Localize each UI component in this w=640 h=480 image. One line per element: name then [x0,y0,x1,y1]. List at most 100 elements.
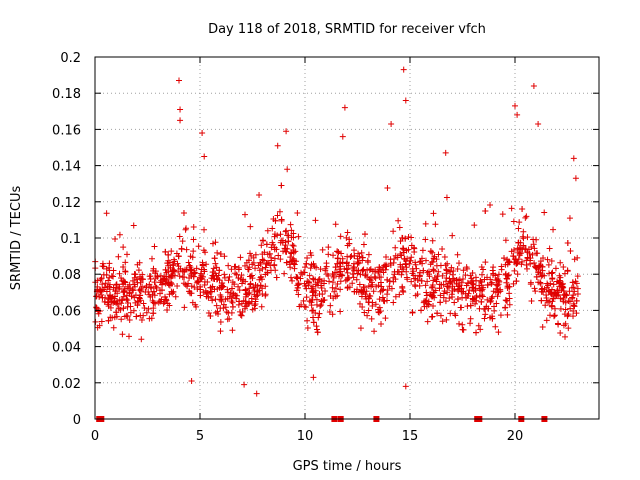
data-point [392,276,399,283]
data-point [283,227,290,234]
data-point [129,277,136,284]
data-point [135,267,142,274]
data-point [246,285,253,292]
data-point [119,296,126,303]
data-point [298,301,305,308]
data-point [193,303,200,310]
data-point [524,255,531,262]
data-point [445,284,452,291]
data-point [520,235,527,242]
data-point [464,303,471,310]
data-point [170,288,177,295]
data-point [110,324,117,331]
data-point [467,315,474,322]
data-point [174,282,181,289]
data-point [376,274,383,281]
data-point [212,260,219,267]
data-point [378,321,385,328]
data-point [170,266,177,273]
data-point [535,120,542,127]
data-point [318,285,325,292]
data-point [301,264,308,271]
data-point [150,288,157,295]
data-point [470,296,477,303]
x-tick-label: 5 [196,429,204,444]
data-point [97,276,104,283]
data-point [488,295,495,302]
data-point [454,266,461,273]
data-point [221,274,228,281]
data-point [334,281,341,288]
data-point [235,264,242,271]
data-point [541,286,548,293]
data-point [488,279,495,286]
data-point [400,289,407,296]
data-point [365,251,372,258]
data-point [478,298,485,305]
data-point [494,293,501,300]
data-point [163,297,170,304]
data-point [418,277,425,284]
data-point [396,224,403,231]
grid-lines [95,57,599,419]
data-point [384,291,391,298]
data-point [510,218,517,225]
data-point [176,233,183,240]
data-point [337,259,344,266]
data-point [421,303,428,310]
data-point [165,251,172,258]
data-point [533,250,540,257]
data-point [441,287,448,294]
data-point [208,293,215,300]
data-point [242,262,249,269]
data-point [569,279,576,286]
data-point [502,237,509,244]
data-point [92,318,99,325]
data-point [330,252,337,259]
data-point [371,268,378,275]
data-point [145,288,152,295]
data-point [351,252,358,259]
data-point [419,247,426,254]
data-point [567,248,574,255]
data-point [511,246,518,253]
data-point [342,277,349,284]
data-point [177,117,184,124]
data-point [217,251,224,258]
data-point [222,296,229,303]
data-point [162,266,169,273]
data-point [515,256,522,263]
data-point [147,284,154,291]
data-point [186,288,193,295]
data-point [152,300,159,307]
data-point [547,289,554,296]
data-point [137,292,144,299]
data-point [451,310,458,317]
data-point [510,280,517,287]
data-point [562,306,569,313]
data-point [240,297,247,304]
data-point [166,302,173,309]
data-point [190,273,197,280]
data-point [418,255,425,262]
data-point [319,246,326,253]
data-point [550,226,557,233]
data-point [538,273,545,280]
data-point [124,313,131,320]
data-point [313,326,320,333]
data-point [539,323,546,330]
data-point [343,234,350,241]
data-point [177,106,184,113]
data-point [290,230,297,237]
data-point [455,295,462,302]
data-point [528,297,535,304]
y-tick-label: 0.08 [52,268,81,283]
data-point [160,300,167,307]
data-point [548,257,555,264]
data-point [543,317,550,324]
data-point [397,264,404,271]
data-point [248,272,255,279]
data-point [316,291,323,298]
data-point [410,272,417,279]
data-point [519,205,526,212]
